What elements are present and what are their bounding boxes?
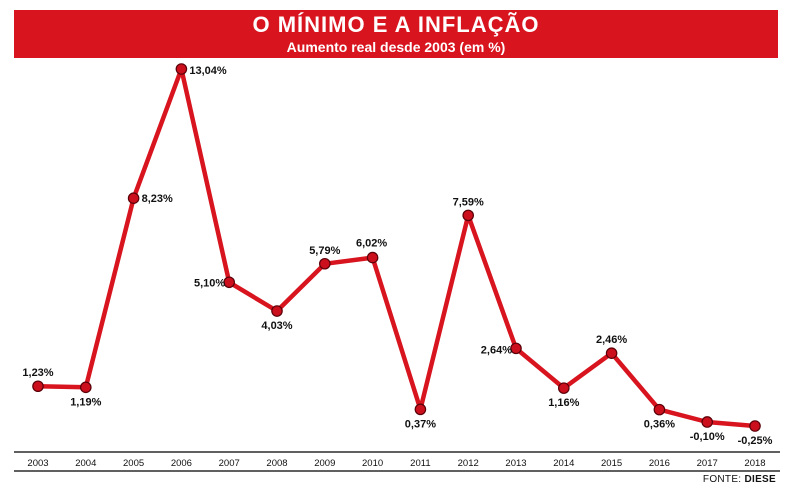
data-point <box>175 63 188 75</box>
x-tick-label: 2016 <box>649 458 670 469</box>
data-label: 8,23% <box>142 193 173 205</box>
data-point <box>318 257 331 270</box>
data-label: 6,02% <box>356 238 387 250</box>
data-label: 2,64% <box>481 344 512 356</box>
data-point <box>271 305 283 317</box>
data-label: 1,16% <box>548 397 579 409</box>
data-label: 13,04% <box>189 65 227 77</box>
chart-title: O MÍNIMO E A INFLAÇÃO <box>252 12 540 37</box>
data-point <box>127 192 140 205</box>
x-tick-label: 2005 <box>123 458 144 469</box>
x-tick-label: 2018 <box>744 458 765 469</box>
data-point <box>366 251 379 264</box>
data-point <box>605 347 618 360</box>
x-tick-label: 2006 <box>171 458 192 469</box>
chart-subtitle: Aumento real desde 2003 (em %) <box>286 39 506 55</box>
data-label: 5,10% <box>194 277 225 289</box>
x-tick-label: 2003 <box>27 458 48 469</box>
data-label: 4,03% <box>261 320 292 332</box>
data-point <box>414 403 427 416</box>
source-name: DIESE <box>744 474 776 485</box>
title-banner: O MÍNIMO E A INFLAÇÃO Aumento real desde… <box>14 10 778 58</box>
x-tick-label: 2014 <box>553 458 574 469</box>
data-point <box>32 380 44 393</box>
x-tick-label: 2013 <box>505 458 526 469</box>
data-point <box>701 416 713 428</box>
data-label: 1,19% <box>70 396 101 408</box>
data-point <box>223 276 235 289</box>
data-label: 1,23% <box>22 367 53 379</box>
x-tick-label: 2010 <box>362 458 383 469</box>
data-label: -0,10% <box>690 431 725 443</box>
data-label: -0,25% <box>738 435 773 447</box>
x-tick-label: 2015 <box>601 458 622 469</box>
data-label: 0,36% <box>644 419 675 431</box>
data-point <box>80 381 92 394</box>
x-tick-label: 2008 <box>266 458 287 469</box>
x-tick-label: 2011 <box>410 458 430 469</box>
data-label: 5,79% <box>309 245 340 257</box>
data-point <box>510 342 522 355</box>
data-label: 2,46% <box>596 334 627 346</box>
x-tick-label: 2009 <box>314 458 335 469</box>
x-tick-label: 2004 <box>75 458 96 469</box>
source-note: FONTE: DIESE <box>703 474 776 485</box>
x-tick-label: 2017 <box>697 458 718 469</box>
data-point <box>749 420 761 432</box>
series-line <box>35 66 758 429</box>
data-label: 0,37% <box>405 418 436 430</box>
data-point <box>557 382 570 394</box>
data-point <box>462 209 474 222</box>
x-tick-label: 2012 <box>458 458 479 469</box>
x-tick-label: 2007 <box>219 458 240 469</box>
data-point <box>653 403 666 416</box>
data-label: 7,59% <box>453 196 484 208</box>
source-prefix: FONTE: <box>702 474 742 485</box>
